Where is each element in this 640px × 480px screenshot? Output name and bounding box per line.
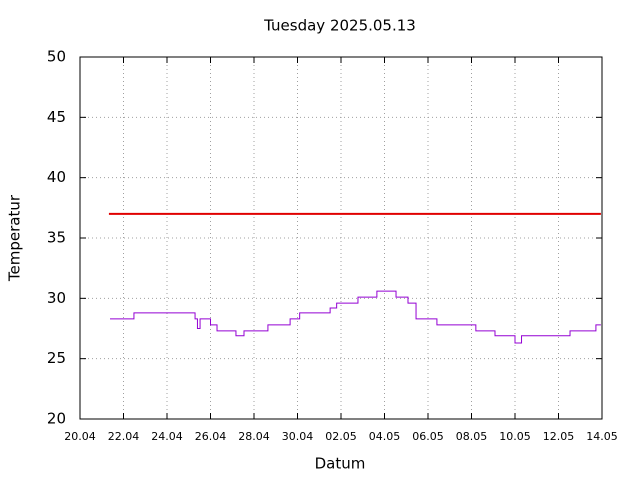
x-tick-label: 12.05	[543, 430, 575, 443]
x-tick-label: 06.05	[412, 430, 444, 443]
x-tick-label: 22.04	[108, 430, 140, 443]
x-tick-label: 14.05	[586, 430, 618, 443]
y-tick-label: 25	[47, 349, 66, 367]
y-tick-label: 20	[47, 410, 66, 428]
x-tick-label: 04.05	[369, 430, 401, 443]
chart-title: Tuesday 2025.05.13	[263, 17, 416, 35]
plot-border	[79, 56, 603, 420]
y-tick-label: 45	[47, 108, 66, 126]
x-tick-label: 24.04	[151, 430, 183, 443]
y-axis-label: Temperatur	[6, 194, 24, 282]
y-tick-label: 40	[47, 168, 66, 186]
x-tick-label: 10.05	[499, 430, 531, 443]
x-tick-label: 30.04	[282, 430, 314, 443]
y-tick-label: 50	[47, 48, 66, 66]
x-tick-label: 08.05	[456, 430, 488, 443]
y-tick-label: 35	[47, 229, 66, 247]
x-axis-label: Datum	[315, 455, 366, 473]
x-tick-label: 26.04	[195, 430, 227, 443]
data-line	[110, 290, 601, 344]
y-tick-label: 30	[47, 289, 66, 307]
x-tick-label: 20.04	[64, 430, 96, 443]
x-tick-label: 28.04	[238, 430, 270, 443]
x-tick-label: 02.05	[325, 430, 357, 443]
